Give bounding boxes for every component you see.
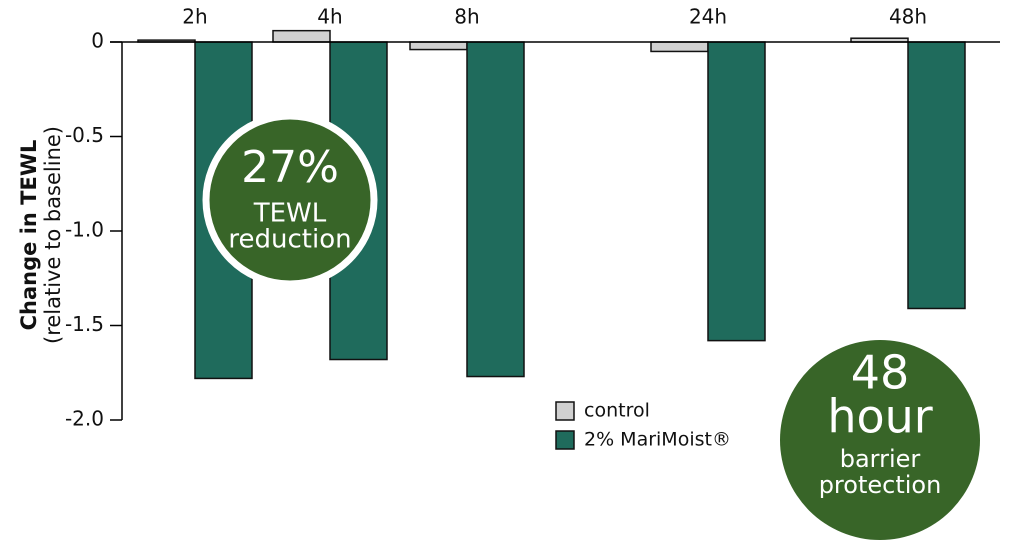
y-axis-subtitle: (relative to baseline) <box>41 126 65 344</box>
annotation-badge <box>780 340 980 540</box>
bar <box>907 41 966 310</box>
y-tick-label: -0.5 <box>65 123 104 147</box>
bar <box>466 41 525 378</box>
bar <box>707 41 766 342</box>
annotation-text: barrier <box>840 445 921 473</box>
y-axis-title: Change in TEWL <box>17 140 41 331</box>
legend-swatch <box>555 430 575 450</box>
annotation-text: reduction <box>228 225 351 255</box>
legend-label: 2% MariMoist® <box>584 429 731 451</box>
x-tick-label: 4h <box>317 5 342 29</box>
y-tick-label: -1.5 <box>65 312 104 336</box>
y-tick-label: -1.0 <box>65 218 104 242</box>
x-tick-label: 8h <box>454 5 479 29</box>
annotation-text: 27% <box>241 142 339 193</box>
y-tick-label: -2.0 <box>65 407 104 431</box>
bar <box>272 29 331 43</box>
annotation-text: TEWL <box>253 199 327 229</box>
annotation-text: protection <box>819 471 942 499</box>
bar <box>650 41 709 53</box>
x-tick-label: 24h <box>689 5 727 29</box>
annotation-text: hour <box>827 390 932 444</box>
annotation-badge <box>202 112 378 288</box>
bar <box>409 41 468 51</box>
legend-swatch <box>555 401 575 421</box>
y-tick-label: 0 <box>91 29 104 53</box>
annotation-text: 48 <box>851 346 910 400</box>
x-tick-label: 2h <box>182 5 207 29</box>
legend-label: control <box>584 400 650 422</box>
x-tick-label: 48h <box>889 5 927 29</box>
